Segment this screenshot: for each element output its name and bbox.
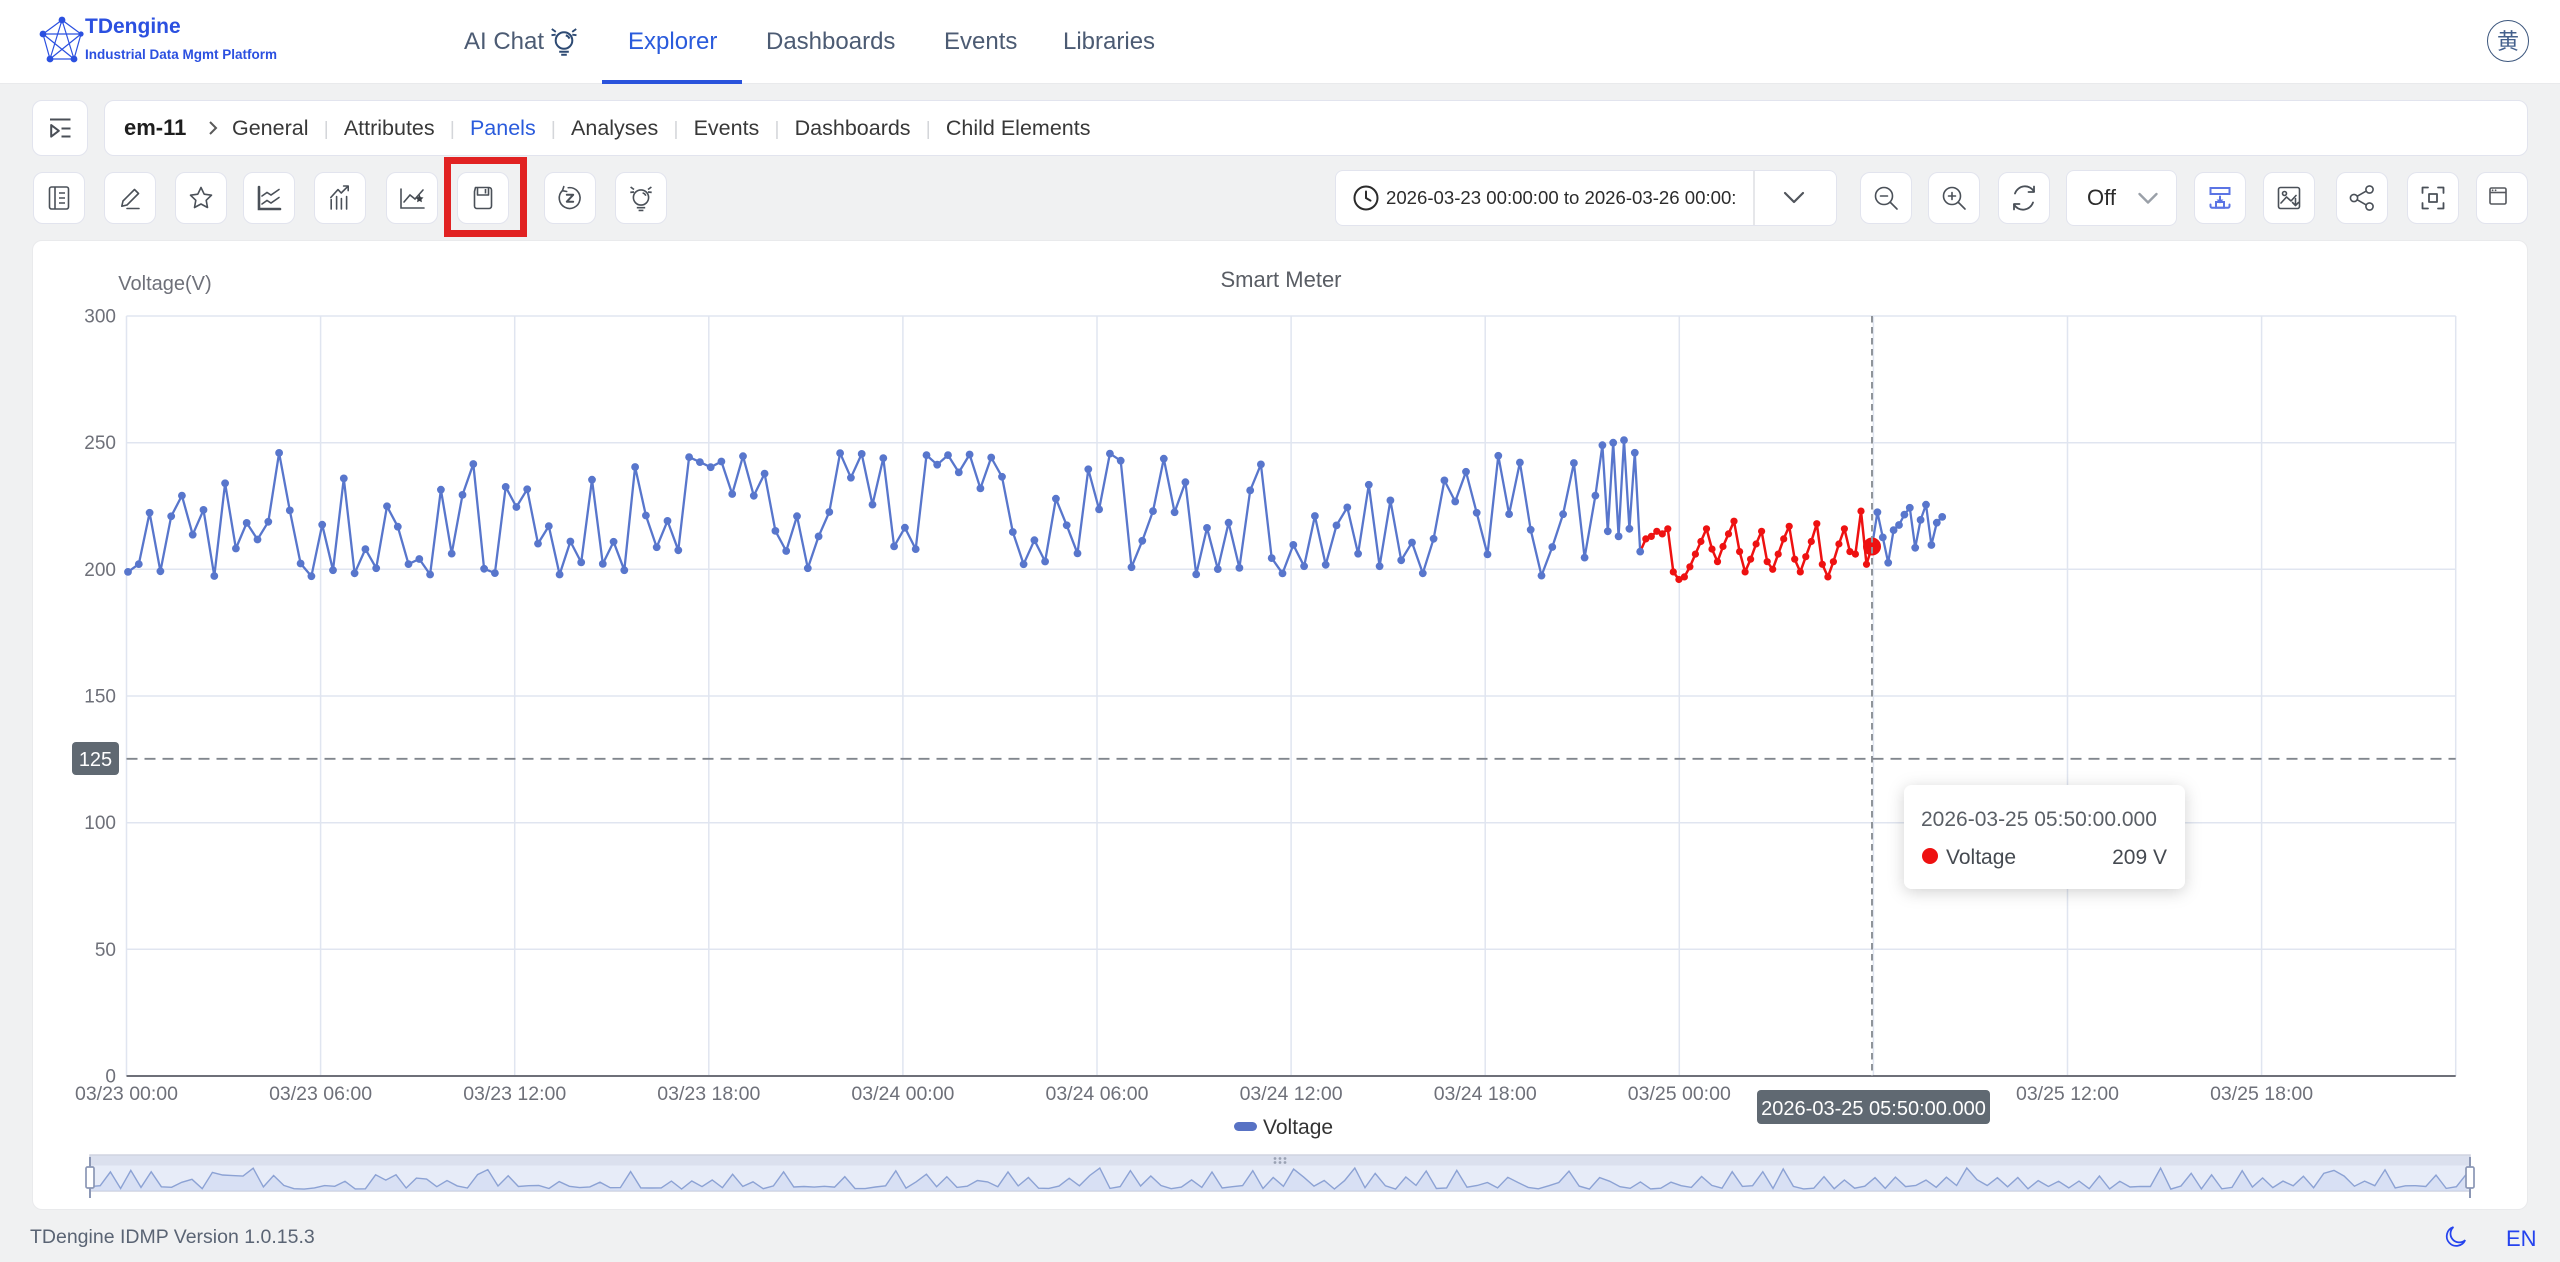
- svg-text:50: 50: [95, 940, 116, 961]
- svg-text:03/25 00:00: 03/25 00:00: [1628, 1083, 1731, 1105]
- svg-text:125: 125: [79, 749, 112, 771]
- svg-text:2026-03-25 05:50:00.000: 2026-03-25 05:50:00.000: [1761, 1098, 1986, 1120]
- svg-text:0: 0: [105, 1067, 116, 1088]
- svg-text:300: 300: [84, 307, 116, 328]
- svg-text:03/24 00:00: 03/24 00:00: [851, 1083, 954, 1105]
- svg-text:03/24 12:00: 03/24 12:00: [1240, 1083, 1343, 1105]
- svg-text:03/23 00:00: 03/23 00:00: [75, 1083, 178, 1105]
- svg-text:200: 200: [84, 560, 116, 581]
- svg-text:Voltage: Voltage: [1946, 846, 2016, 869]
- svg-text:03/23 18:00: 03/23 18:00: [657, 1083, 760, 1105]
- svg-text:Voltage: Voltage: [1263, 1116, 1333, 1139]
- svg-text:03/23 12:00: 03/23 12:00: [463, 1083, 566, 1105]
- svg-text:03/25 12:00: 03/25 12:00: [2016, 1083, 2119, 1105]
- svg-text:250: 250: [84, 433, 116, 454]
- svg-text:2026-03-25 05:50:00.000: 2026-03-25 05:50:00.000: [1921, 808, 2157, 831]
- svg-text:100: 100: [84, 813, 116, 834]
- svg-text:03/25 18:00: 03/25 18:00: [2210, 1083, 2313, 1105]
- svg-text:150: 150: [84, 687, 116, 708]
- svg-text:03/24 18:00: 03/24 18:00: [1434, 1083, 1537, 1105]
- svg-text:Voltage(V): Voltage(V): [118, 273, 211, 295]
- svg-text:03/23 06:00: 03/23 06:00: [269, 1083, 372, 1105]
- svg-text:Smart Meter: Smart Meter: [1220, 267, 1341, 292]
- svg-text:03/24 06:00: 03/24 06:00: [1045, 1083, 1148, 1105]
- svg-text:209 V: 209 V: [2112, 846, 2167, 869]
